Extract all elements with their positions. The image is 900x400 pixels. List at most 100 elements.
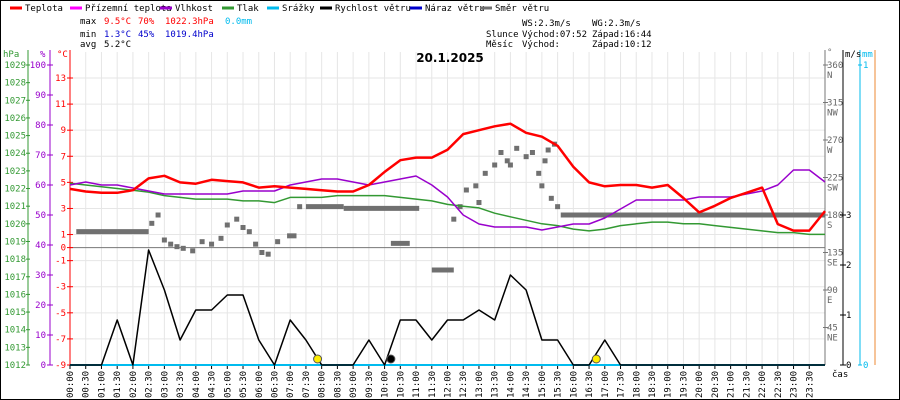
info-sunset: Západ:16:44: [592, 30, 652, 40]
hpa-tick-label: 1029: [4, 61, 26, 71]
x-tick-label: 12:00: [444, 371, 454, 398]
dir-compass-label: NE: [827, 334, 838, 344]
x-tick-label: 23:00: [790, 371, 800, 398]
x-tick-label: 21:30: [742, 371, 752, 398]
hpa-tick-label: 1014: [4, 326, 26, 336]
dir-tick-label: 180: [827, 211, 843, 221]
x-tick-label: 17:00: [601, 371, 611, 398]
x-tick-label: 20:30: [711, 371, 721, 398]
stat-max-label: max: [80, 17, 97, 27]
info-block: WS:2.3m/s WG:2.3m/s Slunce Východ:07:52 …: [486, 19, 652, 50]
x-tick-label: 18:00: [632, 371, 642, 398]
x-tick-label: 02:30: [145, 371, 155, 398]
wind-direction-point: [246, 229, 252, 235]
x-tick-label: 08:30: [333, 371, 343, 398]
wind-direction-point: [457, 204, 463, 210]
dir-tick-label: 225: [827, 174, 843, 184]
x-tick-label: 18:30: [648, 371, 658, 398]
info-moon-label: Měsíc: [486, 40, 513, 50]
wind-direction-point: [161, 237, 167, 243]
wind-direction-point: [536, 170, 542, 176]
hpa-tick-label: 1028: [4, 79, 26, 89]
wind-direction-point: [253, 241, 259, 247]
moonset-marker: [386, 354, 396, 364]
dir-tick-label: 315: [827, 99, 843, 109]
x-tick-label: 05:30: [239, 371, 249, 398]
mm-tick-label: 0: [863, 361, 868, 371]
x-tick-label: 22:30: [774, 371, 784, 398]
series-teplota: [69, 122, 826, 232]
wind-direction-point: [482, 170, 488, 176]
pct-tick-label: 60: [35, 181, 46, 191]
grid: [69, 52, 826, 366]
x-tick-label: 09:00: [349, 371, 359, 398]
temp-tick-label: 0: [61, 244, 66, 254]
legend: Teplota Přízemní teplota Vlhkost Tlak Srážky…: [10, 4, 549, 14]
x-tick-label: 15:30: [554, 371, 564, 398]
wind-direction-point: [199, 239, 205, 245]
hpa-tick-label: 1019: [4, 237, 26, 247]
info-moonrise: Východ:: [522, 40, 560, 50]
temp-unit: °C: [57, 50, 68, 60]
x-tick-label: 10:30: [396, 371, 406, 398]
pct-tick-label: 70: [35, 151, 46, 161]
dir-tick-label: 135: [827, 249, 843, 259]
pct-tick-label: 80: [35, 121, 46, 131]
plot-area: [69, 122, 826, 366]
x-tick-label: 05:00: [223, 371, 233, 398]
hpa-tick-label: 1017: [4, 273, 26, 283]
x-tick-label: 14:30: [522, 371, 532, 398]
wind-direction-point: [275, 239, 281, 245]
info-wg: WG:2.3m/s: [592, 19, 641, 29]
x-tick-label: 01:30: [113, 371, 123, 398]
info-ws: WS:2.3m/s: [522, 19, 571, 29]
legend-label: Rychlost větru: [335, 4, 411, 14]
x-tick-label: 21:00: [727, 371, 737, 398]
dir-tick-label: 270: [827, 136, 843, 146]
temp-tick-label: 13: [55, 74, 66, 84]
dir-compass-label: E: [827, 296, 832, 306]
stat-min-label: min: [80, 30, 96, 40]
wind-direction-point: [297, 204, 303, 210]
stat-max-temp: 9.5°C: [104, 17, 131, 27]
series-tlak: [69, 182, 825, 236]
x-tick-label: 15:00: [538, 371, 548, 398]
wind-direction-point: [492, 162, 498, 168]
dir-tick-label: 90: [827, 286, 838, 296]
x-tick-label: 04:00: [192, 371, 202, 398]
legend-label: Vlhkost: [175, 4, 213, 14]
wind-direction-point: [529, 150, 535, 155]
temp-tick-label: -5: [55, 309, 66, 319]
wind-direction-point: [498, 150, 504, 155]
temp-tick-label: 5: [61, 178, 66, 188]
temp-tick-label: -1: [55, 257, 66, 267]
wind-direction-point: [174, 244, 180, 250]
hpa-tick-label: 1026: [4, 114, 26, 124]
dir-unit: °: [827, 48, 832, 58]
series-rychlost-větru: [70, 249, 825, 366]
x-tick-label: 20:00: [695, 371, 705, 398]
stat-min-press: 1019.4hPa: [165, 30, 214, 40]
pct-tick-label: 0: [41, 361, 46, 371]
series-vlhkost: [69, 169, 826, 231]
temp-tick-label: 9: [61, 126, 66, 136]
hpa-tick-label: 1021: [4, 202, 26, 212]
stat-avg-temp: 5.2°C: [104, 40, 131, 50]
x-tick-label: 07:30: [302, 371, 312, 398]
wind-direction-point: [548, 195, 554, 201]
wind-direction-point: [190, 248, 196, 254]
dir-compass-label: SW: [827, 184, 838, 194]
temp-tick-label: -3: [55, 283, 66, 293]
pct-tick-label: 10: [35, 331, 46, 341]
x-tick-label: 09:30: [365, 371, 375, 398]
ms-tick-label: 0: [846, 361, 851, 371]
ms-tick-label: 2: [846, 261, 851, 271]
info-sunrise: Východ:07:52: [522, 30, 587, 40]
ms-unit: m/s: [845, 50, 861, 60]
wind-direction-point: [463, 187, 469, 193]
legend-label: Tlak: [237, 4, 259, 14]
hpa-tick-label: 1015: [4, 308, 26, 318]
wind-direction-point: [265, 251, 271, 257]
axes: hPa% °C1012101310141015101610171018101910…: [3, 48, 876, 398]
